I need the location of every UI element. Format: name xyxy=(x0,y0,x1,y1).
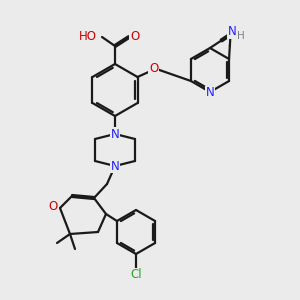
Text: H: H xyxy=(237,32,244,41)
Text: HO: HO xyxy=(79,29,97,43)
Text: N: N xyxy=(228,25,237,38)
Text: N: N xyxy=(111,160,119,172)
Text: Cl: Cl xyxy=(130,268,142,281)
Text: O: O xyxy=(130,29,140,43)
Text: HO: HO xyxy=(79,29,97,43)
Text: N: N xyxy=(206,86,214,100)
Text: N: N xyxy=(111,128,119,140)
Text: O: O xyxy=(149,62,158,76)
Text: O: O xyxy=(48,200,58,214)
